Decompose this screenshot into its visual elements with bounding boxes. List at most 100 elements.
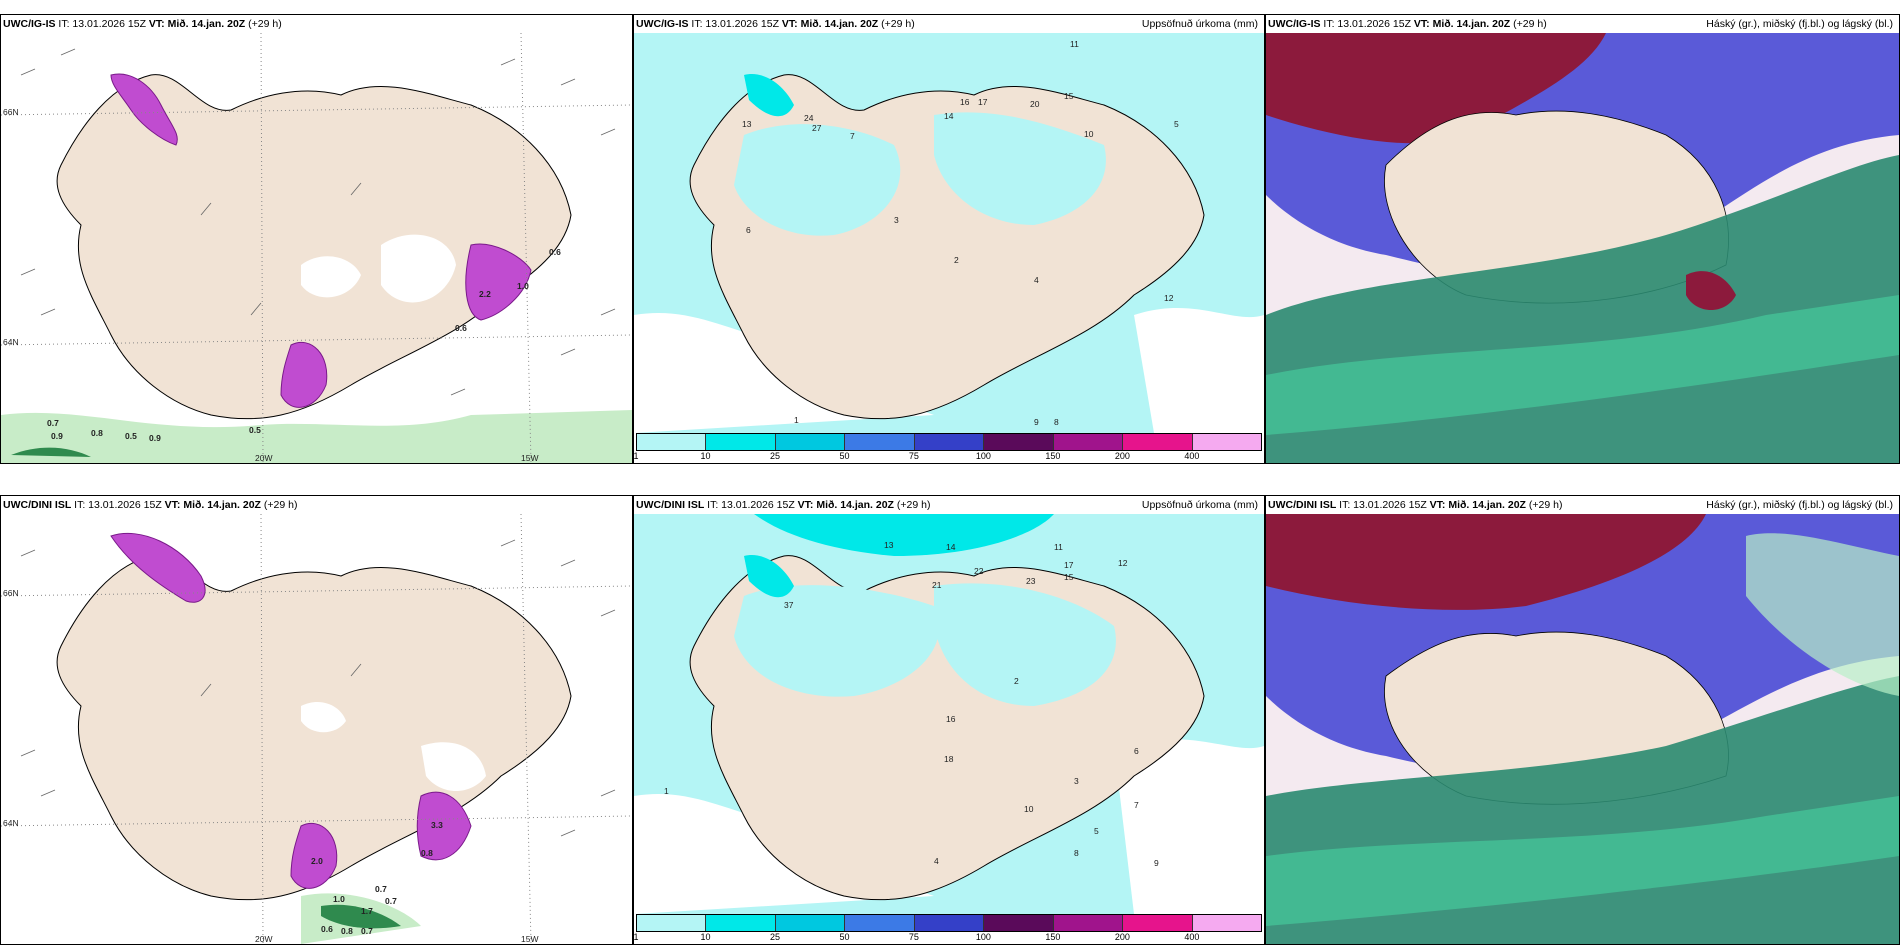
precip-value: 9 (1154, 858, 1159, 868)
precip-value: 0.7 (385, 896, 397, 906)
green-precip-core (321, 904, 401, 929)
precip-value: 17 (1064, 560, 1074, 570)
precip-value: 0.7 (47, 418, 59, 428)
precip-value: 0.5 (249, 425, 261, 435)
panel-precip-igis: UWC/IG-IS IT: 13.01.2026 15Z VT: Mið. 14… (633, 14, 1265, 464)
panel-title: Háský (gr.), miðský (fj.bl.) og lágský (… (1706, 499, 1893, 511)
precip-value: 20 (1030, 99, 1040, 109)
precip-value: 21 (932, 580, 942, 590)
lon-label: 15W (521, 453, 539, 463)
precip-value: 2.0 (311, 856, 323, 866)
precip-value: 15 (1064, 91, 1074, 101)
low-cloud (1266, 33, 1606, 144)
white-area (1114, 738, 1264, 914)
precip-value: 14 (944, 111, 954, 121)
wind-precip-map (1, 32, 632, 463)
precip-value: 16 (946, 714, 956, 724)
precip-value: 0.8 (421, 848, 433, 858)
panel-header: UWC/IG-IS IT: 13.01.2026 15Z VT: Mið. 14… (3, 18, 282, 30)
precip-value: 10 (1084, 129, 1094, 139)
panel-header: UWC/IG-IS IT: 13.01.2026 15Z VT: Mið. 14… (1268, 18, 1547, 30)
precip-value: 3.3 (431, 820, 443, 830)
precip-value: 3 (1074, 776, 1079, 786)
precip-value: 24 (804, 113, 814, 123)
iceland-landmass (56, 74, 572, 420)
green-precip-core (11, 447, 91, 457)
purple-precip (465, 243, 532, 321)
precip-value: 11 (1054, 542, 1063, 552)
precip-value: 6 (746, 225, 751, 235)
precip-value: 37 (784, 600, 794, 610)
legend-swatch (706, 434, 776, 450)
precip-value: 0.6 (455, 323, 467, 333)
lat-label: 66N (3, 588, 19, 598)
legend-swatch (637, 915, 707, 931)
snow-patch (301, 256, 361, 298)
accumulated-precip-map (634, 514, 1264, 914)
precip-value: 13 (884, 540, 894, 550)
precip-value: 5 (1094, 826, 1099, 836)
cloud-cover-map (1266, 514, 1899, 944)
precip-value: 12 (1164, 293, 1174, 303)
white-area (1134, 307, 1264, 433)
precip-area (734, 124, 901, 236)
precip-value: 0.8 (91, 428, 103, 438)
low-cloud (1686, 271, 1736, 310)
precip-value: 22 (974, 566, 984, 576)
precip-value: 8 (1074, 848, 1079, 858)
lat-label: 66N (3, 107, 19, 117)
panel-header: UWC/DINI ISL IT: 13.01.2026 15Z VT: Mið.… (3, 499, 298, 511)
panel-wind-dini: UWC/DINI ISL IT: 13.01.2026 15Z VT: Mið.… (0, 495, 633, 945)
high-cloud (1266, 295, 1899, 435)
panel-title: Háský (gr.), miðský (fj.bl.) og lágský (… (1706, 18, 1893, 30)
legend-swatch (914, 915, 985, 931)
precip-value: 7 (850, 131, 855, 141)
precip-value: 27 (812, 123, 822, 133)
legend-swatch (1123, 915, 1193, 931)
precip-value: 3 (894, 215, 899, 225)
high-cloud (1746, 533, 1899, 696)
precip-value: 0.5 (125, 431, 137, 441)
precip-value: 0.6 (549, 247, 561, 257)
precip-legend (636, 433, 1262, 451)
precip-value: 9 (1034, 417, 1039, 427)
precip-value: 0.2 (549, 261, 561, 271)
precip-value: 15 (1064, 572, 1074, 582)
precip-value: 1 (664, 786, 669, 796)
precip-value: 10 (1024, 804, 1034, 814)
precip-value: 0.7 (375, 884, 387, 894)
lat-label: 64N (3, 337, 19, 347)
purple-precip (110, 532, 206, 603)
legend-swatch (637, 434, 707, 450)
legend-swatch (1192, 915, 1261, 931)
precip-value: 5 (1174, 119, 1179, 129)
legend-swatch (1123, 434, 1193, 450)
heavy-precip (754, 514, 1054, 556)
lat-label: 64N (3, 818, 19, 828)
purple-precip (416, 791, 472, 861)
precip-value: 4 (934, 856, 939, 866)
precip-value: 0.9 (51, 431, 63, 441)
lon-label: 20W (255, 934, 273, 944)
legend-swatch (845, 434, 915, 450)
legend-swatch (775, 915, 846, 931)
precip-value: 0.6 (321, 924, 333, 934)
precip-value: 12 (1118, 558, 1128, 568)
precip-value: 18 (944, 754, 954, 764)
precip-value: 8 (1054, 417, 1059, 427)
precip-value: 2.2 (479, 289, 491, 299)
snow-patch (381, 234, 456, 303)
panel-header: UWC/DINI ISL IT: 13.01.2026 15Z VT: Mið.… (1268, 499, 1563, 511)
precip-value: 2 (954, 255, 959, 265)
precip-area (934, 112, 1106, 225)
purple-precip (110, 73, 178, 146)
lon-label: 20W (255, 453, 273, 463)
precip-value: 13 (742, 119, 752, 129)
precip-value: 0.9 (149, 433, 161, 443)
legend-swatch (1053, 434, 1124, 450)
precip-value: 0.8 (341, 926, 353, 936)
snow-patch (421, 742, 486, 791)
legend-swatch (845, 915, 915, 931)
precip-value: 1.0 (333, 894, 345, 904)
legend-swatch (706, 915, 776, 931)
